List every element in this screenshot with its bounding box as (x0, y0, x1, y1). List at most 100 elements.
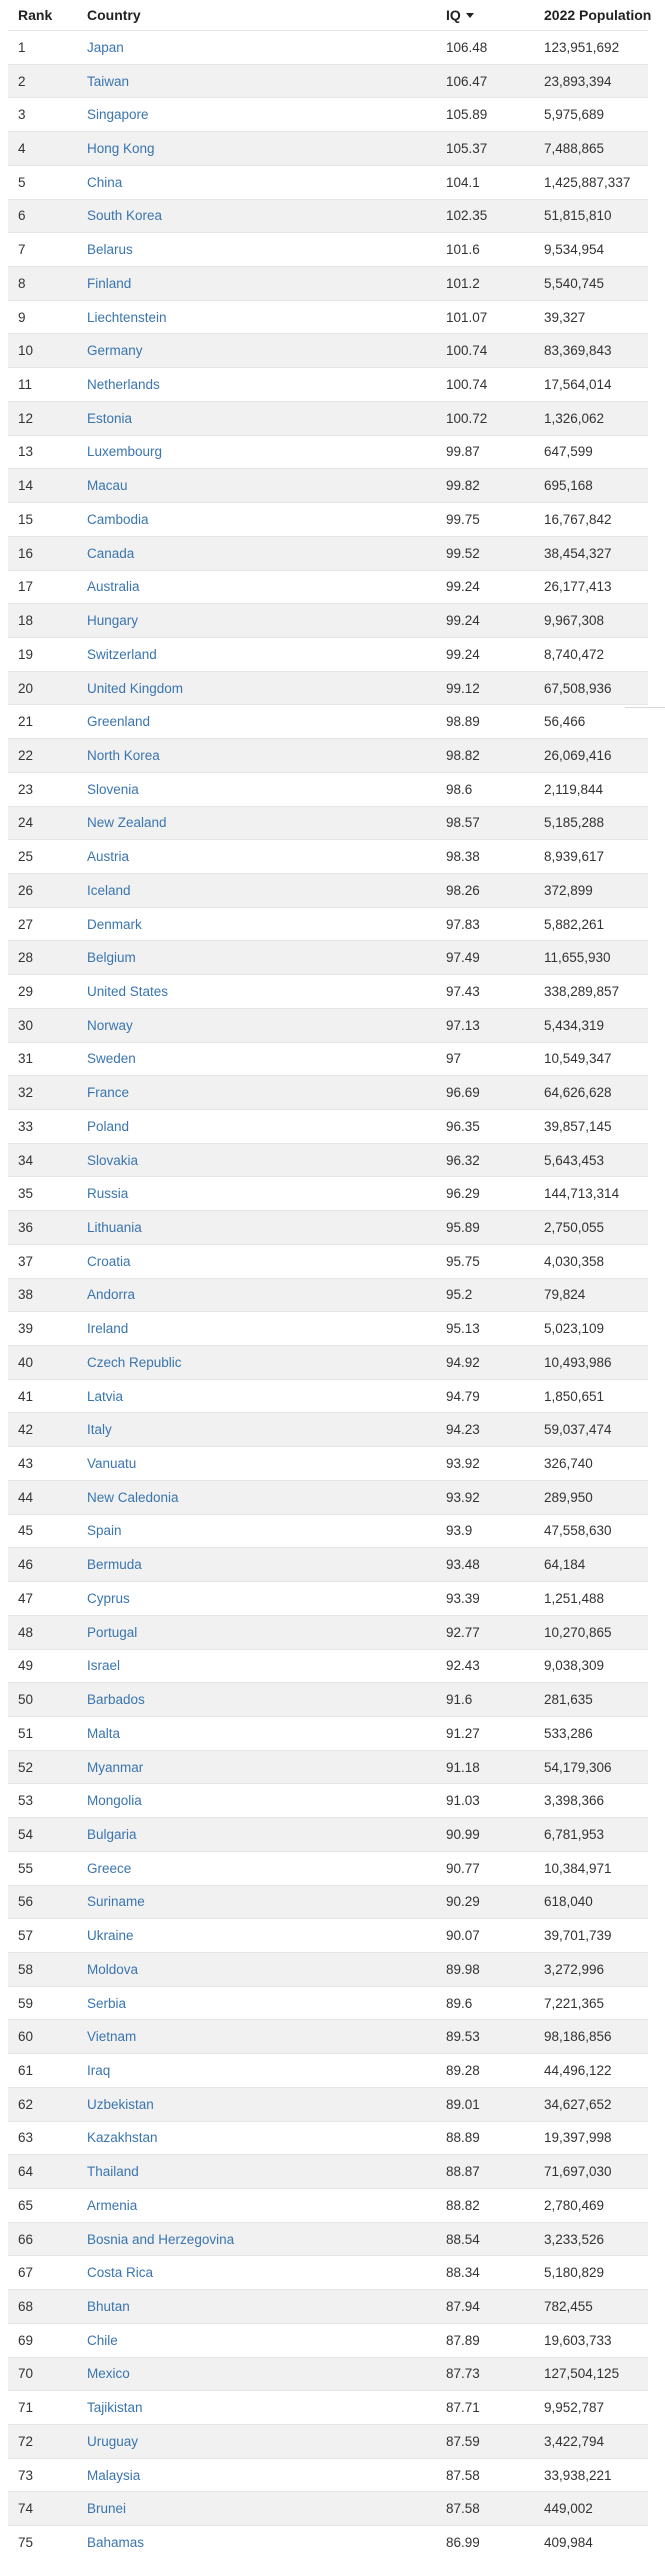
country-link[interactable]: Slovakia (87, 1152, 139, 1168)
country-link[interactable]: Bermuda (87, 1557, 142, 1573)
table-row: 7 Belarus 101.6 9,534,954 (8, 232, 648, 266)
country-link[interactable]: Estonia (87, 410, 133, 426)
rank-column-header[interactable]: Rank (18, 7, 53, 23)
country-link[interactable]: Australia (87, 579, 140, 595)
country-link[interactable]: Latvia (87, 1388, 124, 1404)
country-link[interactable]: Lithuania (87, 1220, 142, 1236)
country-link[interactable]: Sweden (87, 1051, 136, 1067)
rank-cell: 7 (18, 242, 26, 258)
country-link[interactable]: Czech Republic (87, 1354, 182, 1370)
country-link[interactable]: Finland (87, 275, 132, 291)
country-link[interactable]: Barbados (87, 1692, 145, 1708)
iq-cell: 100.74 (446, 343, 488, 359)
population-cell: 3,272,996 (544, 1961, 605, 1977)
country-link[interactable]: Japan (87, 39, 124, 55)
country-link[interactable]: Cyprus (87, 1590, 130, 1606)
table-row: 49 Israel 92.43 9,038,309 (8, 1648, 648, 1683)
country-link[interactable]: Norway (87, 1017, 133, 1033)
country-link[interactable]: Kazakhstan (87, 2130, 158, 2146)
rank-cell: 48 (18, 1624, 34, 1640)
rank-cell: 47 (18, 1590, 34, 1606)
country-link[interactable]: Uzbekistan (87, 2096, 154, 2112)
country-link[interactable]: Uruguay (87, 2433, 139, 2449)
country-link[interactable]: Macau (87, 478, 128, 494)
country-link[interactable]: Costa Rica (87, 2265, 154, 2281)
country-link[interactable]: Andorra (87, 1287, 136, 1303)
country-link[interactable]: Croatia (87, 1253, 131, 1269)
country-link[interactable]: Myanmar (87, 1759, 144, 1775)
country-link[interactable]: Bosnia and Herzegovina (87, 2231, 235, 2247)
country-link[interactable]: China (87, 174, 123, 190)
population-column-header[interactable]: 2022 Population (544, 7, 652, 23)
country-column-header[interactable]: Country (87, 7, 141, 23)
table-row: 17 Australia 99.24 26,177,413 (8, 569, 648, 604)
country-link[interactable]: Suriname (87, 1894, 145, 1910)
iq-cell: 91.18 (446, 1759, 480, 1775)
country-link[interactable]: Tajikistan (87, 2400, 143, 2416)
country-link[interactable]: Chile (87, 2332, 118, 2348)
country-link[interactable]: Ireland (87, 1321, 129, 1337)
iq-cell: 95.89 (446, 1220, 480, 1236)
country-link[interactable]: Portugal (87, 1624, 138, 1640)
iq-cell: 90.77 (446, 1860, 480, 1876)
country-link[interactable]: South Korea (87, 208, 163, 224)
country-link[interactable]: Moldova (87, 1961, 139, 1977)
country-link[interactable]: Hungary (87, 613, 139, 629)
country-link[interactable]: Malta (87, 1725, 121, 1741)
population-cell: 59,037,474 (544, 1422, 612, 1438)
table-row: 21 Greenland 98.89 56,466 (8, 704, 648, 738)
country-link[interactable]: Denmark (87, 916, 142, 932)
table-row: 32 France 96.69 64,626,628 (8, 1075, 648, 1109)
country-link[interactable]: Serbia (87, 1995, 127, 2011)
country-link[interactable]: Switzerland (87, 646, 157, 662)
country-link[interactable]: Mexico (87, 2366, 130, 2382)
country-link[interactable]: United States (87, 983, 169, 999)
country-link[interactable]: Greece (87, 1860, 132, 1876)
country-link[interactable]: Austria (87, 849, 130, 865)
country-link[interactable]: Thailand (87, 2164, 139, 2180)
table-row: 70 Mexico 87.73 127,504,125 (8, 2356, 648, 2391)
country-link[interactable]: Russia (87, 1186, 129, 1202)
country-link[interactable]: Luxembourg (87, 444, 163, 460)
country-link[interactable]: Belarus (87, 242, 133, 258)
country-link[interactable]: Spain (87, 1523, 122, 1539)
country-link[interactable]: Cambodia (87, 511, 149, 527)
sort-descending-icon[interactable] (465, 12, 474, 18)
country-link[interactable]: Iceland (87, 882, 131, 898)
country-link[interactable]: Slovenia (87, 781, 139, 797)
country-link[interactable]: Liechtenstein (87, 309, 167, 325)
country-link[interactable]: Netherlands (87, 377, 160, 393)
country-link[interactable]: Hong Kong (87, 141, 155, 157)
country-link[interactable]: Singapore (87, 107, 149, 123)
country-link[interactable]: Malaysia (87, 2467, 141, 2483)
country-link[interactable]: Vietnam (87, 2029, 137, 2045)
table-row: 61 Iraq 89.28 44,496,122 (8, 2053, 648, 2087)
population-cell: 8,939,617 (544, 849, 605, 865)
country-link[interactable]: Ukraine (87, 1928, 134, 1944)
country-link[interactable]: Taiwan (87, 73, 130, 89)
country-link[interactable]: Belgium (87, 950, 136, 966)
country-link[interactable]: New Zealand (87, 815, 167, 831)
country-link[interactable]: Brunei (87, 2501, 127, 2517)
country-link[interactable]: Iraq (87, 2062, 111, 2078)
rank-cell: 19 (18, 646, 34, 662)
country-link[interactable]: New Caledonia (87, 1489, 179, 1505)
population-cell: 64,184 (544, 1557, 586, 1573)
country-link[interactable]: Poland (87, 1118, 130, 1134)
country-link[interactable]: Bhutan (87, 2299, 130, 2315)
iq-column-header[interactable]: IQ (446, 7, 544, 23)
country-link[interactable]: United Kingdom (87, 680, 184, 696)
country-link[interactable]: France (87, 1085, 130, 1101)
country-link[interactable]: Bulgaria (87, 1826, 137, 1842)
country-link[interactable]: Armenia (87, 2197, 138, 2213)
country-link[interactable]: Greenland (87, 714, 151, 730)
country-link[interactable]: Canada (87, 545, 135, 561)
iq-cell: 88.87 (446, 2164, 480, 2180)
country-link[interactable]: North Korea (87, 747, 160, 763)
country-link[interactable]: Israel (87, 1658, 121, 1674)
country-link[interactable]: Mongolia (87, 1793, 142, 1809)
country-link[interactable]: Italy (87, 1422, 112, 1438)
country-link[interactable]: Germany (87, 343, 143, 359)
country-link[interactable]: Bahamas (87, 2535, 145, 2551)
country-link[interactable]: Vanuatu (87, 1456, 137, 1472)
